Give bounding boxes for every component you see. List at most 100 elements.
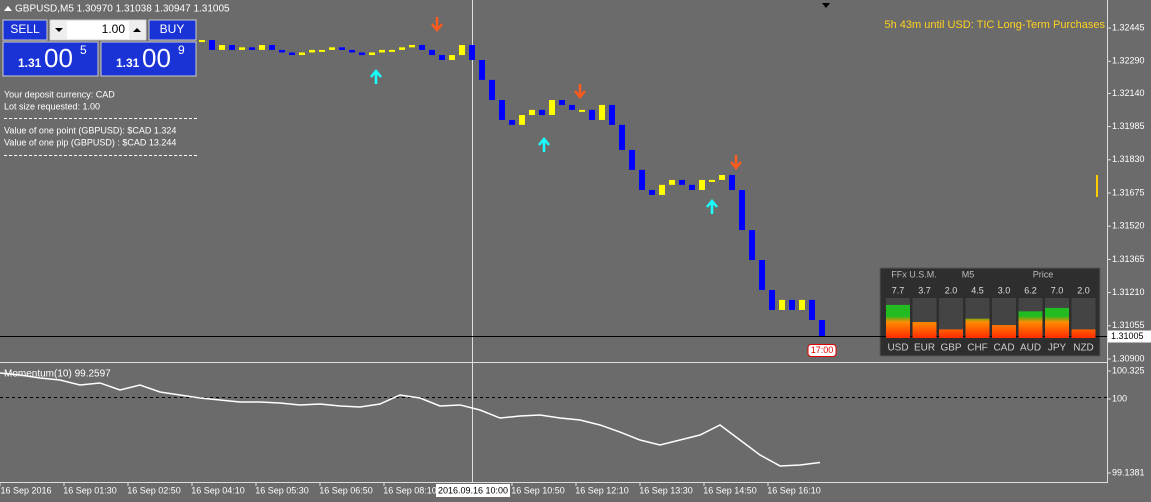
ffx-currency: GBP <box>940 343 961 354</box>
candle <box>699 179 705 190</box>
candle <box>519 115 525 125</box>
ffx-value: 7.0 <box>1051 285 1064 295</box>
y-tick-label: 100.325 <box>1112 365 1145 375</box>
ffx-bar <box>1071 329 1096 338</box>
shift-marker <box>822 3 830 8</box>
ffx-bar <box>992 325 1016 338</box>
current-price-label: 1.31005 <box>1111 331 1144 341</box>
candle <box>429 49 435 56</box>
buy-arrow <box>538 137 550 152</box>
buy-price-big: 1.31 <box>116 56 140 70</box>
y-tick-label: 1.31520 <box>1112 221 1145 231</box>
candle <box>409 44 415 48</box>
time-flag <box>807 344 837 358</box>
candle <box>319 49 325 52</box>
x-tick-label: 16 Sep 12:10 <box>575 485 629 495</box>
cursor-time: 2016.09.16 10:00 <box>438 485 508 495</box>
x-tick-label: 16 Sep 01:30 <box>63 485 117 495</box>
candle <box>309 49 315 53</box>
sell-price-pips: 00 <box>44 43 73 73</box>
candle <box>629 149 635 170</box>
ffx-currency: JPY <box>1048 343 1067 354</box>
candle <box>799 299 805 310</box>
collapse-icon <box>4 6 12 11</box>
one-click-trading: SELL 1.00 BUY 1.31 00 5 1.31 00 9 <box>2 19 197 77</box>
ffx-value: 3.0 <box>998 285 1011 295</box>
candle <box>639 169 645 190</box>
candle <box>369 52 375 56</box>
candle <box>669 179 675 185</box>
lot-input[interactable] <box>49 19 147 41</box>
candle <box>539 109 545 116</box>
x-tick-label: 16 Sep 10:50 <box>511 485 565 495</box>
buy-arrow <box>370 69 382 84</box>
candle <box>759 260 765 291</box>
candle <box>719 175 725 180</box>
candle <box>739 189 745 231</box>
indicator-title: Momentum(10) 99.2597 <box>4 369 111 380</box>
candle <box>569 104 575 110</box>
candle <box>469 44 475 60</box>
buy-button[interactable] <box>148 19 197 41</box>
candle <box>229 44 235 50</box>
y-tick-label: 1.31055 <box>1112 320 1145 330</box>
sell-price-box[interactable] <box>2 41 99 77</box>
candle <box>749 230 755 261</box>
symbol-line: GBPUSD,M5 1.30970 1.31038 1.30947 1.3100… <box>15 4 230 15</box>
y-tick-label: 1.31675 <box>1112 187 1145 197</box>
candle <box>709 179 715 182</box>
candle <box>349 49 355 53</box>
ffx-bar <box>886 304 910 338</box>
ffx-currency: CAD <box>993 343 1014 354</box>
ffx-bar <box>912 322 937 338</box>
candle <box>399 47 405 50</box>
candle <box>479 59 485 80</box>
candle <box>359 52 365 56</box>
sell-price-big: 1.31 <box>18 56 42 70</box>
candle <box>579 109 585 112</box>
y-tick-label: 99.1381 <box>1112 467 1145 477</box>
y-tick-label: 1.32140 <box>1112 88 1145 98</box>
sell-arrow <box>730 155 742 170</box>
current-price-box <box>1108 330 1151 343</box>
ffx-value: 2.0 <box>945 285 958 295</box>
ffx-header: M5 <box>962 269 975 279</box>
ffx-value: 3.7 <box>918 285 931 295</box>
candle <box>809 299 815 321</box>
ffx-value: 2.0 <box>1077 285 1090 295</box>
candle <box>459 44 465 56</box>
candle <box>769 290 775 310</box>
lot-value: 1.00 <box>102 22 126 36</box>
info-line: Your deposit currency: CAD <box>4 89 115 99</box>
candle <box>619 124 625 150</box>
candle <box>389 49 395 52</box>
sell-arrow <box>431 17 443 32</box>
y-tick-label: 1.31210 <box>1112 287 1145 297</box>
ffx-currency: NZD <box>1073 343 1094 354</box>
marker <box>1096 175 1098 197</box>
ffx-value: 4.5 <box>971 285 984 295</box>
news-countdown: 5h 43m until USD: TIC Long-Term Purchase… <box>885 19 1106 31</box>
candle <box>379 49 385 53</box>
y-tick-label: 1.32445 <box>1112 22 1145 32</box>
candle <box>779 299 785 310</box>
sell-label: SELL <box>10 22 40 36</box>
y-tick-label: 100 <box>1112 393 1127 403</box>
buy-price-point: 9 <box>178 43 185 57</box>
candle <box>559 100 565 105</box>
candle <box>259 44 265 50</box>
ffx-bar <box>965 318 990 338</box>
y-tick-label: 1.32290 <box>1112 56 1145 66</box>
sell-button[interactable] <box>2 19 48 41</box>
candle <box>199 40 205 43</box>
ffx-currency: AUD <box>1020 343 1041 354</box>
buy-price-box[interactable] <box>100 41 197 77</box>
candle <box>499 100 505 120</box>
info-line: Lot size requested: 1.00 <box>4 101 100 111</box>
lot-up-icon <box>133 28 141 32</box>
candle <box>489 79 495 101</box>
lot-down-icon <box>55 28 63 32</box>
ffx-currency: CHF <box>967 343 988 354</box>
candle <box>289 52 295 56</box>
